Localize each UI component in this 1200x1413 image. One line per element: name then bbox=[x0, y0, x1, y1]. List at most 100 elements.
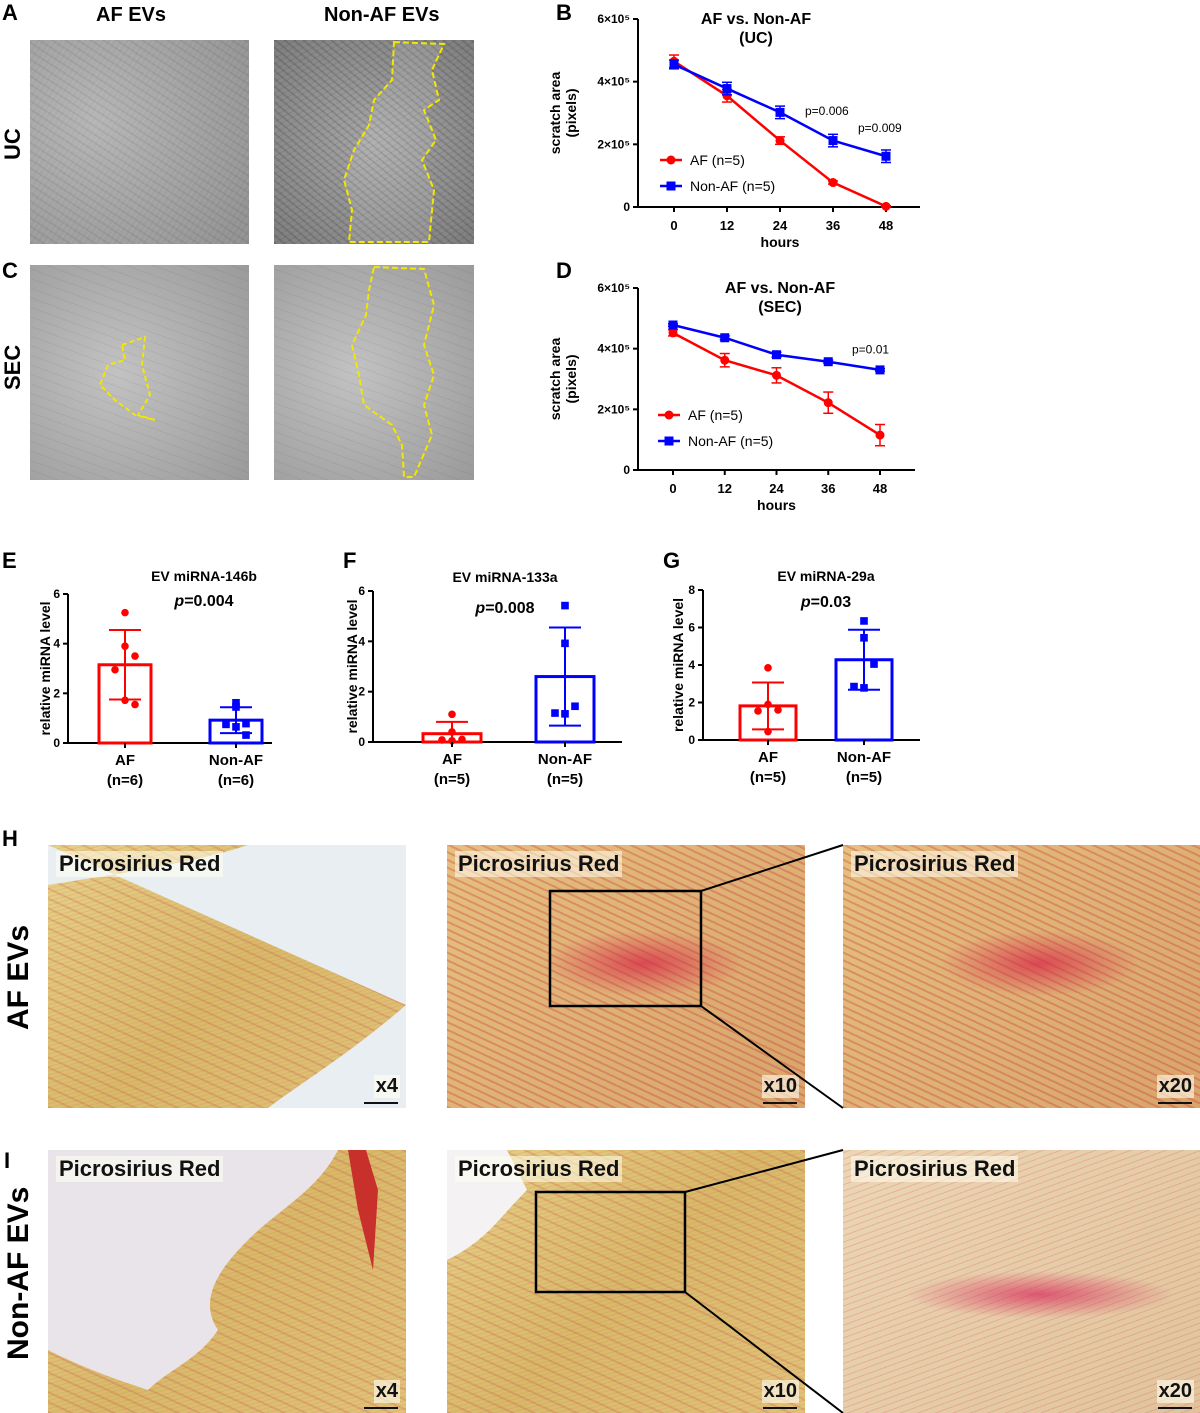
data-point-non-af bbox=[860, 684, 868, 692]
data-point-af bbox=[448, 710, 456, 719]
data-point-af bbox=[772, 370, 781, 380]
data-point-non-af bbox=[720, 333, 730, 343]
y-tick-label: 0 bbox=[623, 463, 630, 477]
x-tick-label: 24 bbox=[773, 218, 788, 233]
inset-box bbox=[548, 889, 703, 1008]
y-tick-label: 4 bbox=[53, 637, 60, 651]
y-tick-label: 0 bbox=[623, 200, 630, 214]
stain-label: Picrosirius Red bbox=[56, 851, 224, 877]
data-point-af bbox=[448, 728, 456, 736]
y-tick-label: 6 bbox=[358, 584, 365, 598]
histology-af-x4: Picrosirius Red x4 bbox=[48, 845, 406, 1108]
x-tick-n-label: (n=6) bbox=[218, 772, 254, 789]
data-point-af bbox=[764, 727, 772, 736]
scratch-outline bbox=[342, 40, 446, 243]
x-axis-label: hours bbox=[757, 497, 796, 513]
p-value-annotation: p=0.01 bbox=[852, 343, 889, 357]
y-axis-label: scratch area bbox=[547, 72, 563, 155]
p-value: =0.004 bbox=[184, 593, 233, 610]
data-point-af bbox=[881, 201, 891, 211]
data-point-non-af bbox=[668, 320, 678, 330]
panel-letter-e: E bbox=[2, 548, 17, 573]
data-point-non-af bbox=[772, 350, 781, 360]
y-tick-label: 0 bbox=[53, 736, 60, 750]
data-point-non-af bbox=[823, 357, 833, 367]
x-tick-label: 12 bbox=[718, 481, 732, 496]
data-point-af bbox=[720, 355, 730, 365]
data-point-non-af bbox=[232, 723, 240, 731]
x-tick-n-label: (n=5) bbox=[547, 771, 583, 788]
scratch-outline bbox=[98, 335, 156, 421]
chart-g: 0 2 4 6 8 EV miRNA-29a p=0.03 relative miRNA le… bbox=[670, 568, 920, 786]
micrograph-af-sec bbox=[30, 265, 249, 480]
y-axis-label: relative miRNA level bbox=[344, 599, 360, 733]
data-point-non-af bbox=[722, 84, 732, 94]
column-header-af-evs: AF EVs bbox=[96, 4, 167, 26]
chart-d: 0 2×10⁵ 4×10⁵ 6×10⁵ AF vs. Non-AF (SEC) scratc… bbox=[547, 280, 915, 513]
p-value-annotation: p=0.008 bbox=[474, 600, 534, 617]
y-tick-label: 6×10⁵ bbox=[597, 12, 630, 26]
data-point-af bbox=[774, 706, 782, 714]
x-tick-label: 36 bbox=[821, 481, 835, 496]
magnification-label: x20 bbox=[1156, 1075, 1194, 1098]
chart-e: 0 2 4 6 EV miRNA-146b p=0.004 relative miRNA l… bbox=[37, 568, 272, 789]
legend-label: AF (n=5) bbox=[688, 407, 743, 423]
y-axis-label: relative miRNA level bbox=[37, 601, 53, 735]
data-point-af bbox=[823, 398, 833, 408]
data-point-non-af bbox=[242, 731, 250, 739]
x-tick-label: AF bbox=[115, 752, 135, 769]
data-point-non-af bbox=[828, 136, 838, 146]
micrograph-non-af-sec bbox=[274, 265, 474, 480]
x-tick-label: Non-AF bbox=[209, 752, 263, 769]
y-axis-label: (pixels) bbox=[563, 354, 579, 403]
p-value-annotation: p=0.004 bbox=[173, 593, 233, 610]
p-symbol: p bbox=[474, 600, 485, 617]
magnification-label: x20 bbox=[1156, 1380, 1194, 1403]
y-tick-label: 4 bbox=[358, 634, 365, 648]
x-tick-label: 48 bbox=[879, 218, 893, 233]
chart-b: 0 2×10⁵ 4×10⁵ 6×10⁵ AF vs. Non-AF (UC) scratch… bbox=[547, 11, 920, 250]
x-tick-label: 0 bbox=[669, 481, 676, 496]
magnification-label: x4 bbox=[373, 1075, 400, 1098]
y-axis-label: scratch area bbox=[547, 338, 563, 421]
background-region bbox=[48, 1150, 378, 1390]
data-point-non-af bbox=[222, 720, 230, 729]
x-tick-label: 36 bbox=[826, 218, 840, 233]
chart-f: 0 2 4 6 EV miRNA-133a p=0.008 relative miRNA l… bbox=[344, 569, 622, 788]
data-point-non-af bbox=[561, 601, 569, 610]
data-point-af bbox=[121, 642, 129, 650]
y-tick-label: 0 bbox=[358, 735, 365, 749]
data-point-non-af bbox=[561, 710, 569, 718]
histology-af-x20: Picrosirius Red x20 bbox=[843, 845, 1200, 1108]
p-value: =0.03 bbox=[811, 594, 852, 611]
stain-label: Picrosirius Red bbox=[851, 851, 1019, 877]
data-point-af bbox=[438, 736, 446, 744]
legend-label: AF (n=5) bbox=[690, 152, 745, 168]
y-tick-label: 2 bbox=[358, 685, 365, 699]
data-point-af bbox=[668, 328, 678, 338]
y-tick-label: 2×10⁵ bbox=[597, 137, 630, 151]
data-point-non-af bbox=[850, 682, 858, 691]
data-point-af bbox=[448, 736, 456, 745]
chart-title: EV miRNA-29a bbox=[777, 568, 874, 584]
x-tick-label: AF bbox=[442, 751, 462, 768]
y-tick-label: 2 bbox=[53, 686, 60, 700]
p-value-annotation: p=0.006 bbox=[805, 104, 849, 118]
micrograph-non-af-uc bbox=[274, 40, 474, 244]
x-tick-n-label: (n=5) bbox=[750, 769, 786, 786]
data-point-af bbox=[131, 700, 139, 709]
stain-label: Picrosirius Red bbox=[455, 1156, 623, 1182]
series-line-non-af bbox=[672, 323, 881, 372]
data-point-af bbox=[764, 664, 772, 672]
panel-letter-b: B bbox=[556, 0, 572, 25]
data-point-non-af bbox=[875, 365, 885, 375]
y-tick-label: 0 bbox=[688, 733, 695, 747]
data-point-non-af bbox=[881, 151, 891, 161]
panel-letter-i: I bbox=[4, 1148, 11, 1173]
y-tick-label: 2 bbox=[688, 696, 695, 710]
p-value: =0.008 bbox=[485, 600, 534, 617]
data-point-non-af bbox=[561, 639, 569, 648]
y-axis-label: (pixels) bbox=[563, 88, 579, 137]
x-tick-label: 24 bbox=[769, 481, 784, 496]
